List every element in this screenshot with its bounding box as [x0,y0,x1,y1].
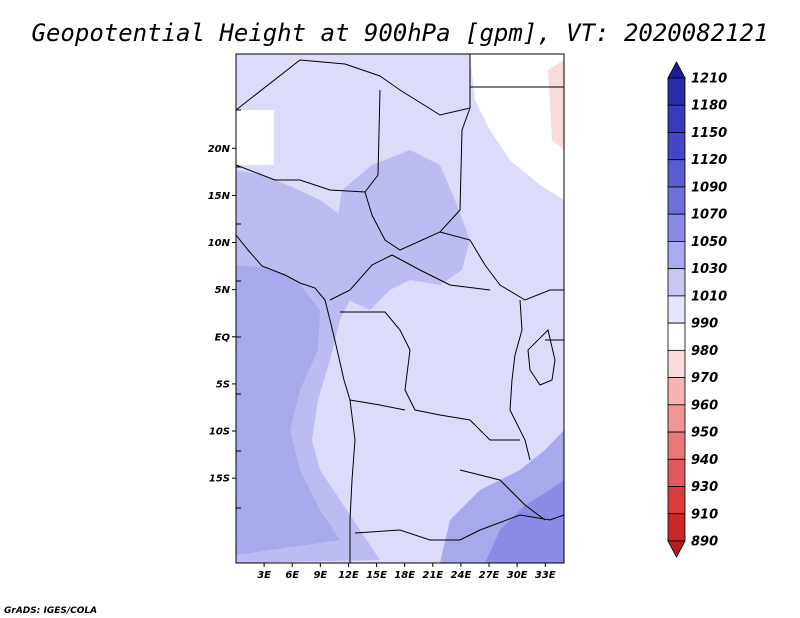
grid-ticks [236,109,241,509]
y-axis-ticks: 20N 15N 10N 5N EQ 5S 10S 15S [208,144,236,485]
x-tick-label: 24E [451,570,472,581]
colorbar-swatch [667,295,686,324]
x-tick-label: 30E [507,570,528,581]
colorbar-swatch [667,404,686,433]
x-tick-label: 21E [422,570,443,581]
y-tick-label: 20N [208,144,231,155]
x-tick-label: 9E [313,570,327,581]
colorbar-label: 890 [691,535,718,550]
colorbar-swatch [667,241,686,270]
colorbar-swatch [667,77,686,106]
colorbar-label: 1090 [691,180,727,195]
colorbar-swatch [667,431,686,460]
colorbar-label: 1050 [691,235,727,250]
field-1030-1050-center [335,150,470,310]
y-tick-label: 10S [209,427,230,438]
colorbar-label: 1010 [691,289,727,304]
colorbar-label: 970 [691,371,718,386]
colorbar-label: 1030 [691,262,727,277]
colorbar-swatch [667,186,686,215]
colorbar-swatch [667,349,686,378]
colorbar-label: 1120 [691,153,727,168]
colorbar-swatch [667,377,686,406]
x-tick-label: 12E [338,570,359,581]
plot-area [236,54,564,563]
y-tick-label: 15S [209,474,230,485]
colorbar-swatch [667,159,686,188]
field-1050-1070-west [236,265,340,555]
colorbar-label: 960 [691,398,718,413]
y-tick-label: 5N [215,285,231,296]
x-tick-label: 27E [479,570,500,581]
colorbar-swatch [667,513,686,542]
colorbar-label: 950 [691,426,718,441]
colorbar-swatch [667,213,686,242]
y-tick-label: 5S [216,379,230,390]
colorbar-label: 930 [691,480,718,495]
colorbar-label: 940 [691,453,718,468]
colorbar-label: 990 [691,317,718,332]
colorbar-swatch [667,458,686,487]
x-tick-label: 18E [394,570,415,581]
x-tick-label: 15E [366,570,387,581]
x-tick-label: 3E [257,570,271,581]
colorbar-label: 980 [691,344,718,359]
colorbar-label: 1210 [691,72,727,87]
colorbar-label: 1070 [691,208,727,223]
field-1070-1090-se [485,480,564,563]
y-tick-label: 15N [208,191,231,202]
plot-frame [235,53,565,564]
x-tick-label: 33E [535,570,556,581]
colorbar-swatch [667,104,686,133]
coastlines-borders [236,54,564,563]
colorbar-swatch [667,322,686,351]
credit-footer: GrADS: IGES/COLA [4,606,97,616]
colorbar-top-triangle [667,61,686,79]
colorbar-label: 1180 [691,99,727,114]
field-990-1010-ne [470,54,564,200]
field-white-west [236,110,274,165]
colorbar-swatch [667,486,686,515]
x-axis-ticks: 3E 6E 9E 12E 15E 18E 21E 24E 27E 30E 33E [257,563,556,581]
colorbar-swatch [667,268,686,297]
y-tick-label: EQ [215,332,231,343]
colorbar-swatch [667,132,686,161]
y-tick-label: 10N [208,238,231,249]
x-tick-label: 6E [285,570,299,581]
chart-title: Geopotential Height at 900hPa [gpm], VT:… [32,19,769,47]
colorbar-bottom-triangle [667,540,686,558]
colorbar-label: 910 [691,507,718,522]
field-980-990-ne [548,60,564,150]
colorbar: 1210 1180 1150 1120 1090 1070 1050 1030 1010 990 9… [667,61,727,558]
colorbar-label: 1150 [691,126,727,141]
